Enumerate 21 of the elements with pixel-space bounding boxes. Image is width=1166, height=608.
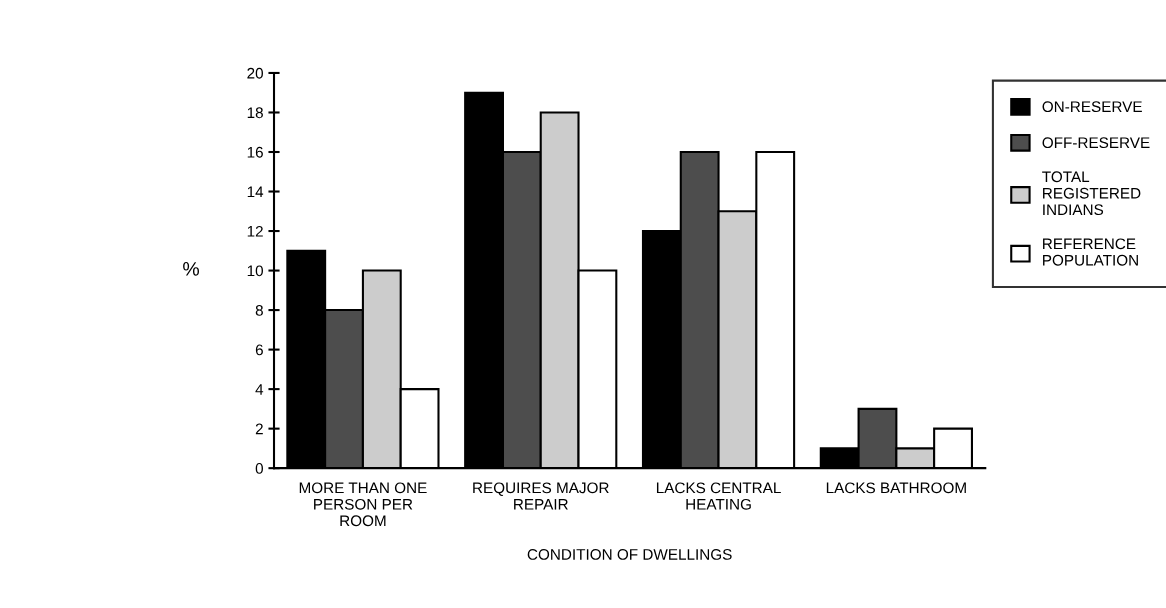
y-tick-label: 0 xyxy=(255,463,263,474)
y-tick-label: 16 xyxy=(247,146,263,158)
x-tick-label: MORE THAN ONE PERSON PER ROOM xyxy=(299,482,427,527)
legend-label: TOTAL REGISTERED INDIANS xyxy=(1042,171,1141,216)
y-tick-label: 2 xyxy=(255,423,263,435)
x-tick-label: REQUIRES MAJOR REPAIR xyxy=(473,482,609,510)
y-tick-label: 8 xyxy=(255,304,263,316)
y-tick-label: 12 xyxy=(247,225,263,237)
x-tick-label: LACKS CENTRAL HEATING xyxy=(656,482,781,510)
y-tick-label: 10 xyxy=(247,265,263,277)
x-axis-title: CONDITION OF DWELLINGS xyxy=(527,549,732,560)
y-tick-label: 6 xyxy=(255,344,263,356)
y-tick-label: 4 xyxy=(255,384,264,395)
legend-label: ON-RESERVE xyxy=(1042,101,1142,113)
x-tick-label: LACKS BATHROOM xyxy=(826,482,966,494)
y-tick-label: 18 xyxy=(247,107,263,119)
y-axis-title: % xyxy=(183,262,199,276)
legend-label: OFF-RESERVE xyxy=(1042,137,1150,149)
y-tick-label: 20 xyxy=(247,67,263,79)
y-tick-label: 14 xyxy=(247,186,264,198)
legend-label: REFERENCE POPULATION xyxy=(1043,238,1138,266)
